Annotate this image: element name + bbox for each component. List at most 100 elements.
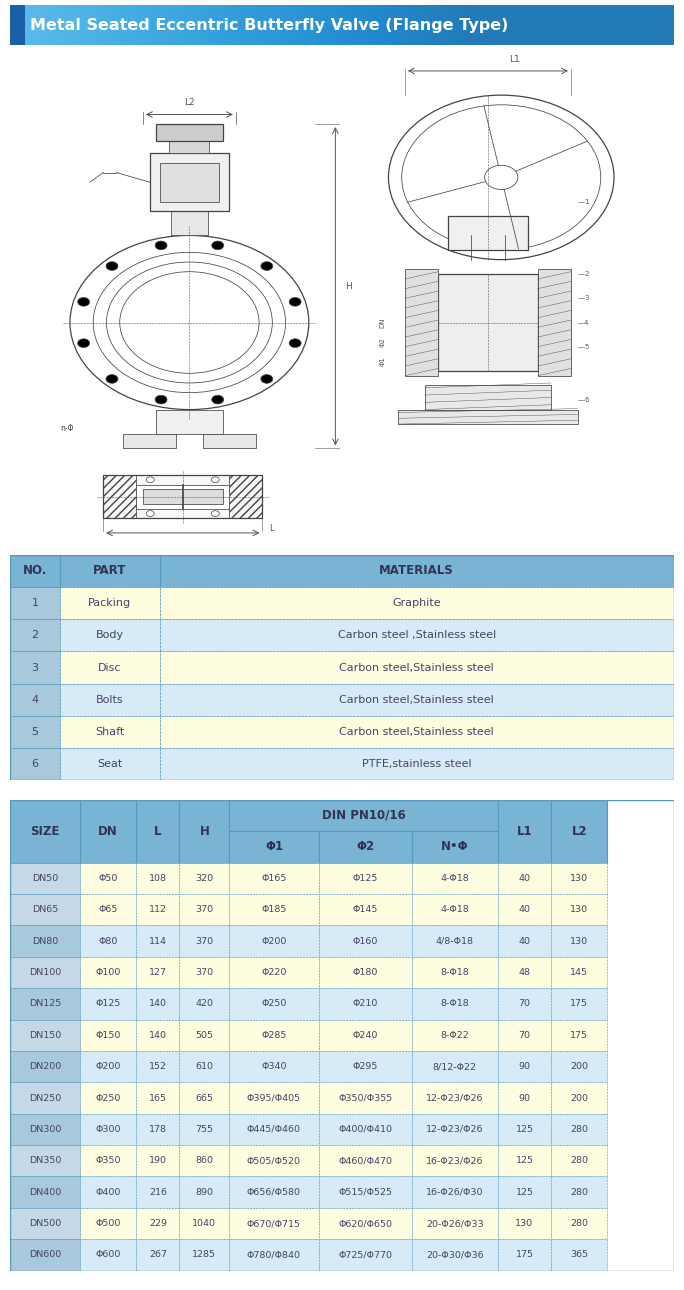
Bar [136,925,179,957]
Text: 5: 5 [584,343,588,350]
Text: 2: 2 [584,271,588,277]
Text: L1: L1 [509,54,520,63]
Text: DN500: DN500 [29,1219,61,1228]
Text: Φ210: Φ210 [352,1000,378,1009]
Text: 365: 365 [570,1250,588,1259]
Bar [136,1113,179,1146]
Text: Φ620/Φ650: Φ620/Φ650 [338,1219,392,1228]
Bar [551,894,607,925]
Bar [136,1019,179,1051]
Bar [80,1082,136,1113]
Bar [179,1082,229,1113]
Text: 267: 267 [149,1250,167,1259]
Text: Φ295: Φ295 [352,1062,378,1071]
Bar [10,957,80,988]
Text: Φ656/Φ580: Φ656/Φ580 [247,1188,301,1197]
Text: Φ240: Φ240 [352,1031,378,1040]
Bar [448,217,528,250]
Circle shape [212,241,224,250]
Bar [159,651,674,684]
Text: Φ220: Φ220 [261,968,287,977]
Bar [179,894,229,925]
Circle shape [78,298,90,306]
Bar [398,410,577,424]
Bar [412,1019,498,1051]
Bar [179,1113,229,1146]
Text: Φ445/Φ460: Φ445/Φ460 [247,1125,301,1134]
Text: Shaft: Shaft [95,728,124,737]
Text: 6: 6 [584,397,589,402]
Text: SIZE: SIZE [30,824,60,837]
Text: Packing: Packing [88,599,131,608]
Text: Φ515/Φ525: Φ515/Φ525 [338,1188,392,1197]
Text: 178: 178 [149,1125,167,1134]
Text: 1: 1 [31,599,38,608]
Bar [179,1240,229,1271]
Bar [319,1240,412,1271]
Text: Φ670/Φ715: Φ670/Φ715 [247,1219,301,1228]
Bar [179,1176,229,1207]
Text: Φ250: Φ250 [261,1000,287,1009]
Bar [498,1051,551,1082]
Text: DN50: DN50 [32,873,58,882]
Bar [60,684,159,716]
Bar [319,1082,412,1113]
Text: 190: 190 [149,1156,167,1165]
Text: 505: 505 [196,1031,213,1040]
Text: L: L [154,824,161,837]
Bar [412,894,498,925]
Text: Φ395/Φ405: Φ395/Φ405 [247,1094,301,1103]
Bar [136,1176,179,1207]
Bar [319,1019,412,1051]
Bar [498,988,551,1019]
Text: 48: 48 [518,968,531,977]
Bar [179,925,229,957]
Bar [10,748,60,780]
Text: 20-Φ30/Φ36: 20-Φ30/Φ36 [426,1250,484,1259]
Bar [10,651,60,684]
Bar [229,1019,319,1051]
Text: DN65: DN65 [32,906,58,915]
Bar [80,1176,136,1207]
Bar [159,163,220,201]
Text: 5: 5 [31,728,38,737]
Text: PTFE,stainless steel: PTFE,stainless steel [362,760,471,769]
Text: Bolts: Bolts [96,695,124,704]
Text: 8-Φ18: 8-Φ18 [440,968,469,977]
Bar [229,1207,319,1240]
Bar [412,1051,498,1082]
Text: 90: 90 [518,1062,531,1071]
Bar [80,1051,136,1082]
Bar [412,831,498,863]
Text: Φ145: Φ145 [352,906,378,915]
Text: Φ125: Φ125 [96,1000,121,1009]
Bar [229,1176,319,1207]
Text: 3: 3 [584,295,589,302]
Bar [498,1207,551,1240]
Circle shape [212,395,224,404]
Text: 16-Φ26/Φ30: 16-Φ26/Φ30 [426,1188,484,1197]
Circle shape [211,477,220,482]
Text: 4-Φ18: 4-Φ18 [440,906,469,915]
Text: 12-Φ23/Φ26: 12-Φ23/Φ26 [426,1094,484,1103]
Bar [551,1240,607,1271]
Circle shape [146,477,154,482]
Bar [551,1146,607,1176]
Bar [229,957,319,988]
Bar [159,716,674,748]
Text: NO.: NO. [23,564,47,578]
Text: 370: 370 [195,937,213,946]
Text: N•Φ: N•Φ [441,840,469,854]
Bar [319,894,412,925]
Text: DN350: DN350 [29,1156,62,1165]
Bar [412,1240,498,1271]
Bar [498,925,551,957]
Text: n-Φ: n-Φ [60,424,73,433]
Bar [10,1113,80,1146]
Bar [123,433,176,449]
Bar [319,1207,412,1240]
Bar [136,1240,179,1271]
Text: Φ350: Φ350 [95,1156,121,1165]
Text: Φ200: Φ200 [261,937,287,946]
Bar [229,800,498,831]
